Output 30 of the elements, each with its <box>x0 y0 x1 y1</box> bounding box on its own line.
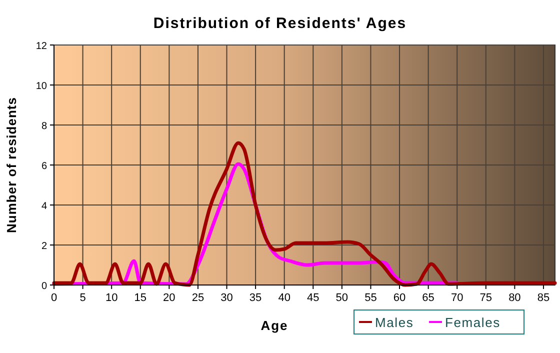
legend-label: Females <box>445 315 500 330</box>
x-tick-label: 50 <box>336 292 348 304</box>
x-tick-label: 15 <box>134 292 147 304</box>
x-tick-label: 75 <box>480 292 492 304</box>
x-tick-label: 20 <box>163 292 176 304</box>
x-tick-label: 60 <box>393 292 406 304</box>
y-tick-label: 4 <box>41 201 48 212</box>
y-tick-label: 12 <box>36 41 48 52</box>
x-tick-label: 30 <box>220 292 233 304</box>
x-tick-label: 5 <box>80 292 86 304</box>
x-axis-title: Age <box>260 318 288 333</box>
y-tick-label: 8 <box>41 121 48 132</box>
y-axis-title: Number of residents <box>4 97 19 233</box>
x-tick-label: 0 <box>50 292 58 304</box>
x-tick-label: 10 <box>105 292 118 304</box>
x-tick-label: 40 <box>278 292 290 304</box>
x-tick-label: 65 <box>422 292 434 304</box>
legend-label: Males <box>375 315 414 330</box>
y-tick-label: 10 <box>36 81 48 92</box>
x-tick-label: 85 <box>537 292 550 304</box>
x-tick-label: 80 <box>508 292 521 304</box>
x-tick-label: 25 <box>192 292 204 304</box>
x-tick-label: 45 <box>307 292 320 304</box>
y-tick-label: 6 <box>41 161 48 172</box>
x-tick-label: 35 <box>249 292 262 304</box>
x-tick-label: 55 <box>364 292 377 304</box>
chart-title: Distribution of Residents' Ages <box>153 15 407 32</box>
y-tick-label: 0 <box>41 281 48 292</box>
x-tick-label: 70 <box>450 292 464 304</box>
y-tick-label: 2 <box>41 241 48 252</box>
